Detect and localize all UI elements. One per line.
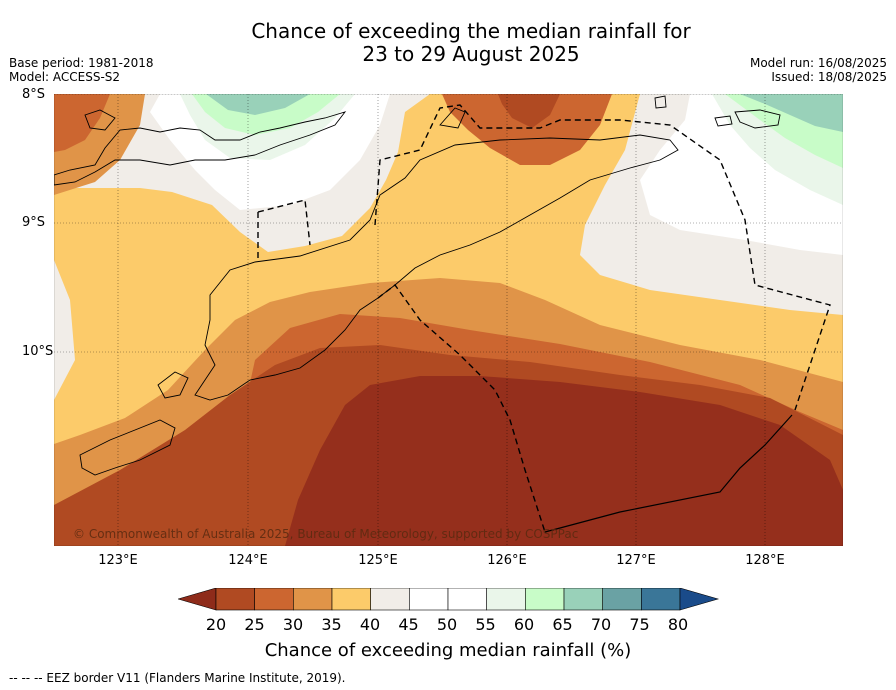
lon-label-127e: 127°E [616,553,656,568]
small-island-3 [714,115,733,127]
eez-legend: -- -- -- EEZ border V11 (Flanders Marine… [9,671,346,685]
cb-tick-35: 35 [321,615,342,634]
cb-tick-60: 60 [513,615,535,634]
colorbar-cell-75 [641,588,681,611]
colorbar-cell-30 [293,588,333,611]
model-run: Model run: 16/08/2025 [749,56,887,70]
cb-tick-50: 50 [436,615,458,634]
copyright-notice: © Commonwealth of Australia 2025, Bureau… [73,527,579,541]
zone-65-70-east [740,94,843,132]
colorbar-high-extend [679,588,720,611]
lat-label-9s: 9°S [22,215,46,230]
cb-tick-55: 55 [475,615,496,634]
issued-date: Issued: 18/08/2025 [771,70,887,84]
zone-65-70 [206,94,310,115]
lon-label-128e: 128°E [745,553,785,568]
title-line-1: Chance of exceeding the median rainfall … [251,19,691,43]
wetar-coast [439,107,466,129]
colorbar-cell-35 [331,588,371,611]
colorbar-cell-50 [447,588,487,611]
zone-40-45-south-west [54,260,75,400]
title-line-2: 23 to 29 August 2025 [362,42,580,66]
zone-north-20-25 [498,94,560,128]
small-island-2 [734,109,781,129]
cb-tick-25: 25 [244,615,265,634]
zone-north-25-30 [442,94,612,165]
zone-below-20 [285,376,843,546]
colorbar-cell-65 [563,588,603,611]
colorbar-cell-45 [409,588,449,611]
sumba-coast [79,419,176,476]
model-name: Model: ACCESS-S2 [9,70,121,84]
colorbar-low-extend [178,588,217,611]
cb-tick-80: 80 [667,615,689,634]
flores-coast [54,111,347,186]
meta-right: Model run: 16/08/2025 Issued: 18/08/2025 [750,56,887,84]
base-period: Base period: 1981-2018 [9,56,154,70]
colorbar-cell-25 [254,588,294,611]
zone-nw-25-30 [54,94,110,152]
border-solid [544,414,793,533]
rainfall-map [54,94,843,546]
chart-title: Chance of exceeding the median rainfall … [0,20,896,66]
cb-tick-40: 40 [359,615,381,634]
colorbar-title: Chance of exceeding median rainfall (%) [264,640,632,661]
lon-label-125e: 125°E [358,553,398,568]
lon-label-123e: 123°E [98,553,138,568]
lat-label-10s: 10°S [22,344,54,359]
colorbar-cell-60 [525,588,565,611]
colorbar [178,588,720,611]
cb-tick-65: 65 [552,615,573,634]
graticule [54,94,843,546]
cb-tick-20: 20 [205,615,227,634]
small-island-1 [654,95,667,109]
coastlines [54,95,781,476]
eez-border [257,104,831,533]
lon-label-126e: 126°E [487,553,527,568]
north-island-coast [84,109,116,131]
cb-tick-70: 70 [590,615,612,634]
rote-coast [157,371,189,399]
colorbar-cell-55 [486,588,526,611]
cb-tick-45: 45 [398,615,419,634]
cb-tick-30: 30 [282,615,304,634]
cb-tick-75: 75 [629,615,650,634]
lat-label-8s: 8°S [22,87,46,102]
colorbar-cell-40 [370,588,410,611]
lon-label-124e: 124°E [228,553,268,568]
meta-left: Base period: 1981-2018 Model: ACCESS-S2 [9,56,154,84]
colorbar-cell-70 [602,588,642,611]
timor-coast [194,134,679,401]
colorbar-cell-20 [215,588,255,611]
